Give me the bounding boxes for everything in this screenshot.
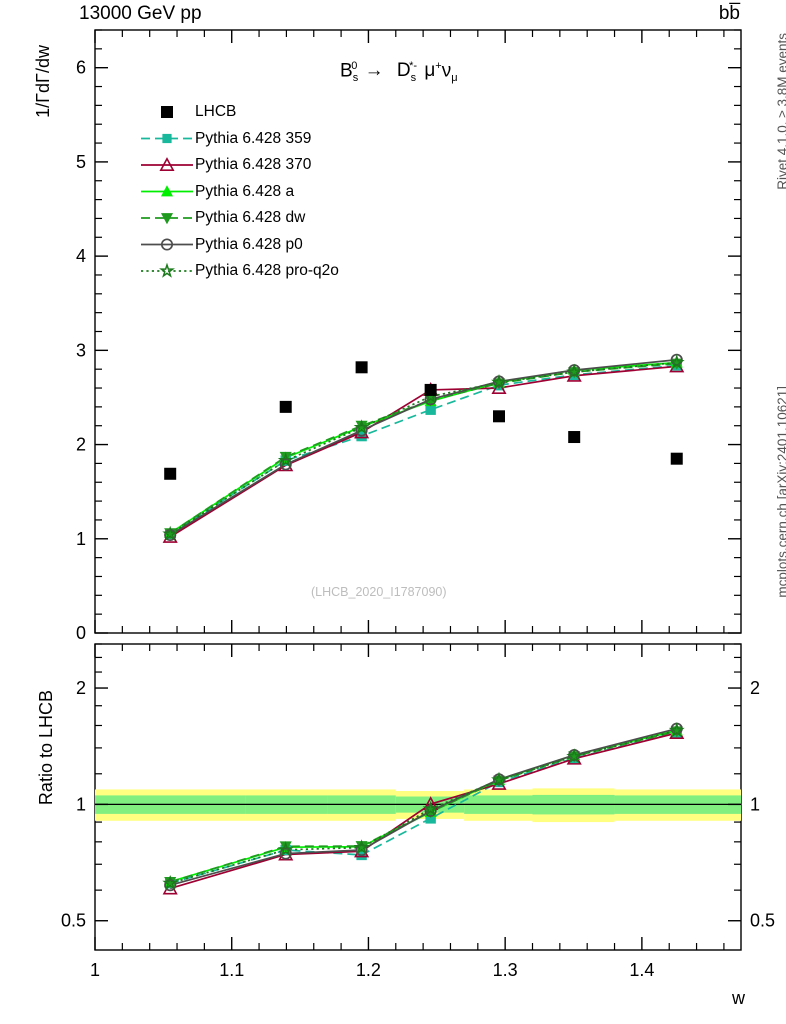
title-B-sup: 0: [351, 60, 358, 72]
series-marker-ratio: [162, 874, 179, 891]
lhcb-data-point: [493, 410, 506, 423]
title-D: D: [396, 60, 411, 82]
legend-marker-sample: [161, 106, 173, 118]
series-marker-ratio: [422, 800, 439, 816]
y-tick-label: 5: [76, 152, 86, 172]
series-line-main: [169, 361, 677, 535]
series-marker-main: [491, 374, 507, 390]
legend-marker-sample: [160, 213, 174, 225]
series-line-main: [169, 361, 677, 534]
y-tick-label: 4: [76, 246, 86, 266]
legend-label: Pythia 6.428 359: [195, 129, 312, 147]
legend-item-pythia-6-428-dw[interactable]: Pythia 6.428 dw: [195, 206, 305, 230]
series-marker-ratio: [491, 771, 507, 787]
legend-label: Pythia 6.428 a: [195, 182, 295, 200]
legend-item-pythia-6-428-359[interactable]: Pythia 6.428 359: [195, 127, 311, 151]
y-tick-label: 0.5: [61, 911, 86, 931]
lhcb-data-point: [424, 383, 437, 396]
series-marker-ratio: [277, 841, 294, 857]
series-marker-main: [355, 424, 368, 437]
title-D-sub: s: [410, 72, 417, 85]
legend-label: Pythia 6.428 p0: [195, 235, 303, 253]
y-tick-label-right: 2: [750, 678, 760, 698]
series-line-main: [169, 365, 677, 538]
y-tick-label: 1: [76, 794, 86, 814]
title-nu: ν: [441, 60, 452, 82]
title-arrow: →: [364, 60, 384, 82]
lhcb-data-point: [279, 400, 292, 413]
lhcb-data-point: [670, 452, 683, 465]
legend-item-lhcb[interactable]: LHCB: [195, 100, 236, 124]
title-B: B: [340, 60, 353, 82]
title-nu-sub: μ: [451, 72, 458, 85]
series-marker-main: [668, 354, 685, 370]
title-B-sub: s: [352, 72, 359, 85]
x-tick-label: 1.1: [219, 960, 244, 980]
legend-item-pythia-6-428-pro-q2o[interactable]: Pythia 6.428 pro-q2o: [195, 259, 339, 283]
legend-label: Pythia 6.428 pro-q2o: [195, 262, 339, 279]
y-tick-label: 6: [76, 58, 86, 78]
x-tick-label: 1.2: [356, 960, 381, 980]
legend-item-pythia-6-428-a[interactable]: Pythia 6.428 a: [195, 180, 294, 204]
y-tick-label: 3: [76, 340, 86, 360]
y-tick-label: 2: [76, 435, 86, 455]
series-marker-ratio: [424, 804, 437, 817]
title-mu: μ: [424, 60, 436, 82]
series-marker-ratio: [668, 722, 685, 738]
series-marker-main: [279, 458, 292, 471]
legend-label: LHCB: [195, 103, 237, 120]
series-marker-ratio: [425, 813, 436, 824]
x-tick-label: 1.4: [629, 960, 654, 980]
legend-marker-sample: [159, 262, 175, 278]
lhcb-data-point: [355, 361, 368, 374]
legend-marker-sample: [159, 157, 175, 171]
lhcb-data-point: [568, 431, 581, 444]
series-marker-main: [353, 419, 370, 435]
series-line-main: [169, 364, 677, 535]
series-marker-ratio: [566, 748, 583, 764]
x-tick-label: 1.3: [493, 960, 518, 980]
y-tick-label: 2: [76, 678, 86, 698]
y-tick-label: 0: [76, 623, 86, 643]
legend-marker-sample: [160, 238, 174, 251]
legend-label: Pythia 6.428 dw: [195, 209, 306, 226]
y-tick-label-right: 1: [750, 794, 760, 814]
series-line-main: [169, 362, 677, 534]
series-marker-main: [162, 525, 179, 541]
analysis-id-watermark: (LHCB_2020_I1787090): [311, 585, 447, 599]
legend-marker-sample: [160, 185, 174, 197]
series-marker-ratio: [279, 847, 292, 860]
legend-item-pythia-6-428-370[interactable]: Pythia 6.428 370: [195, 153, 311, 177]
lhcb-data-point: [164, 467, 177, 480]
x-axis-label: w: [732, 988, 745, 1008]
series-marker-ratio: [353, 839, 370, 855]
series-marker-main: [425, 404, 436, 415]
legend-marker-sample: [162, 133, 172, 144]
series-marker-main: [566, 363, 583, 379]
legend-label: Pythia 6.428 370: [195, 156, 312, 173]
header-beam-label: 13000 GeV pp: [79, 3, 202, 24]
x-tick-label: 1: [90, 960, 100, 980]
title-mu-sup: +: [435, 60, 442, 72]
series-marker-main: [277, 452, 294, 468]
header-process-label: bb̅: [718, 3, 740, 24]
legend-item-pythia-6-428-p0[interactable]: Pythia 6.428 p0: [195, 233, 303, 257]
y-tick-label: 1: [76, 529, 86, 549]
title-D-sup: *-: [409, 60, 418, 72]
series-line-main: [169, 358, 677, 536]
series-marker-ratio: [355, 843, 368, 857]
series-marker-ratio: [164, 879, 177, 892]
main-plot-title: Bs0 → Ds*- μ+νμ: [340, 60, 458, 84]
y-tick-label-right: 0.5: [750, 911, 775, 931]
